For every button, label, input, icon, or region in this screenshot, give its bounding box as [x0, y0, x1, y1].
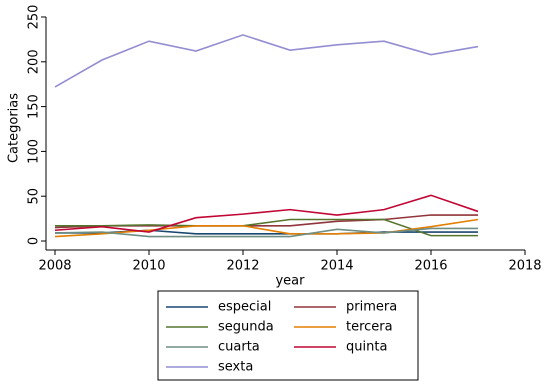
legend-label: cuarta [218, 340, 260, 355]
legend-label: quinta [346, 340, 387, 355]
y-tick-label: 150 [27, 94, 42, 119]
x-tick-label: 2008 [38, 259, 71, 274]
y-tick-label: 50 [27, 188, 42, 205]
legend-label: primera [346, 300, 397, 315]
legend-label: tercera [346, 320, 393, 335]
x-axis-title: year [275, 274, 305, 289]
x-tick-label: 2010 [132, 259, 165, 274]
series-line [54, 227, 478, 238]
y-axis-title: Categorias [7, 93, 22, 163]
legend-label: segunda [218, 320, 274, 335]
legend-label: sexta [218, 360, 253, 375]
series-line [55, 218, 478, 237]
x-tick-label: 2016 [414, 259, 447, 274]
y-tick-label: 250 [27, 5, 42, 30]
series-line [54, 194, 479, 233]
x-tick-label: 2012 [226, 259, 259, 274]
y-tick-label: 100 [27, 139, 42, 164]
x-tick-label: 2018 [508, 259, 541, 274]
y-tick-label: 200 [27, 49, 42, 74]
series-line [54, 34, 479, 88]
y-tick-label: 0 [27, 237, 42, 245]
legend-box [157, 290, 419, 381]
series-line [54, 218, 479, 238]
x-tick-label: 2014 [320, 259, 353, 274]
legend-label: especial [218, 300, 271, 315]
